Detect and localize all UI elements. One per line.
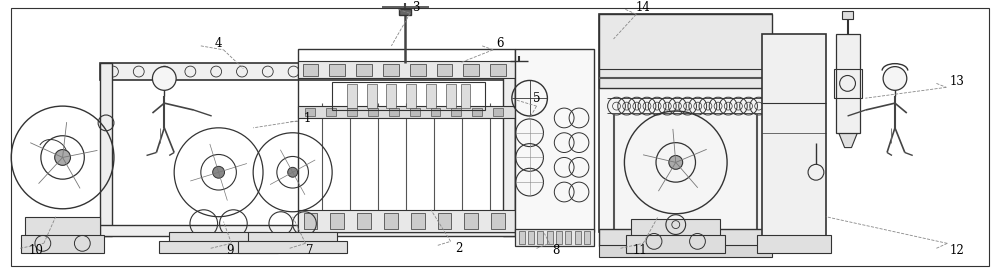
Bar — [599, 228, 772, 246]
Bar — [431, 108, 440, 116]
Bar — [528, 231, 534, 244]
Text: 13: 13 — [950, 75, 965, 88]
Bar — [599, 245, 772, 257]
Text: 1: 1 — [304, 112, 311, 125]
Bar — [347, 108, 357, 116]
Text: 14: 14 — [636, 1, 651, 14]
Bar — [556, 231, 562, 244]
Circle shape — [55, 150, 70, 165]
Bar — [537, 231, 543, 244]
Bar — [357, 213, 371, 228]
Bar — [565, 231, 571, 244]
Bar — [599, 14, 772, 88]
Bar — [332, 82, 485, 110]
Bar — [493, 108, 503, 116]
Bar — [303, 64, 318, 76]
Bar — [438, 213, 451, 228]
Bar — [446, 84, 456, 108]
Bar — [472, 108, 482, 116]
Bar — [406, 84, 416, 108]
Bar — [169, 231, 268, 243]
Circle shape — [883, 67, 907, 90]
Bar — [762, 34, 826, 236]
Bar — [298, 61, 515, 79]
Circle shape — [669, 156, 683, 169]
Bar — [329, 64, 345, 76]
Bar — [503, 63, 515, 236]
Bar — [399, 9, 411, 15]
Bar — [326, 108, 336, 116]
Bar — [384, 213, 398, 228]
Bar — [834, 69, 862, 98]
Bar — [410, 64, 426, 76]
Bar — [547, 231, 553, 244]
Bar — [368, 108, 378, 116]
Text: 11: 11 — [633, 244, 648, 257]
Bar — [626, 235, 725, 253]
Text: 5: 5 — [533, 92, 540, 105]
Text: 9: 9 — [227, 244, 234, 257]
Text: 10: 10 — [28, 244, 43, 257]
Text: 2: 2 — [455, 242, 462, 255]
Bar — [298, 210, 515, 231]
Bar — [451, 108, 461, 116]
Bar — [248, 231, 337, 243]
Polygon shape — [839, 133, 857, 148]
Bar — [356, 64, 372, 76]
Bar — [410, 108, 420, 116]
Bar — [25, 217, 100, 236]
Bar — [100, 63, 515, 80]
Bar — [842, 11, 853, 19]
Bar — [383, 64, 399, 76]
Bar — [631, 219, 720, 236]
Bar — [100, 63, 112, 236]
Bar — [367, 84, 377, 108]
Bar — [411, 213, 425, 228]
Bar — [304, 213, 317, 228]
Bar — [386, 84, 396, 108]
Bar — [519, 231, 525, 244]
Bar — [599, 14, 772, 231]
Bar — [464, 213, 478, 228]
Bar — [298, 49, 515, 231]
Bar — [298, 106, 515, 118]
Circle shape — [213, 166, 225, 178]
Bar — [515, 228, 594, 246]
Bar — [426, 84, 436, 108]
Bar — [757, 235, 831, 253]
Bar — [100, 225, 515, 236]
Text: 3: 3 — [412, 1, 420, 14]
Bar — [515, 49, 594, 231]
Bar — [836, 34, 860, 133]
Bar — [159, 241, 278, 253]
Bar — [305, 108, 315, 116]
Bar — [461, 84, 470, 108]
Bar — [21, 235, 104, 253]
Circle shape — [152, 67, 176, 90]
Bar — [463, 64, 479, 76]
Text: 4: 4 — [215, 37, 222, 50]
Bar — [389, 108, 399, 116]
Bar — [347, 84, 357, 108]
Bar — [575, 231, 581, 244]
Bar — [437, 64, 452, 76]
Text: 12: 12 — [950, 244, 965, 257]
Bar — [584, 231, 590, 244]
Bar — [491, 213, 505, 228]
Bar — [490, 64, 506, 76]
Bar — [238, 241, 347, 253]
Text: 7: 7 — [306, 244, 313, 257]
Text: 6: 6 — [496, 37, 504, 50]
Circle shape — [288, 167, 298, 177]
Bar — [330, 213, 344, 228]
Text: 8: 8 — [553, 244, 560, 257]
